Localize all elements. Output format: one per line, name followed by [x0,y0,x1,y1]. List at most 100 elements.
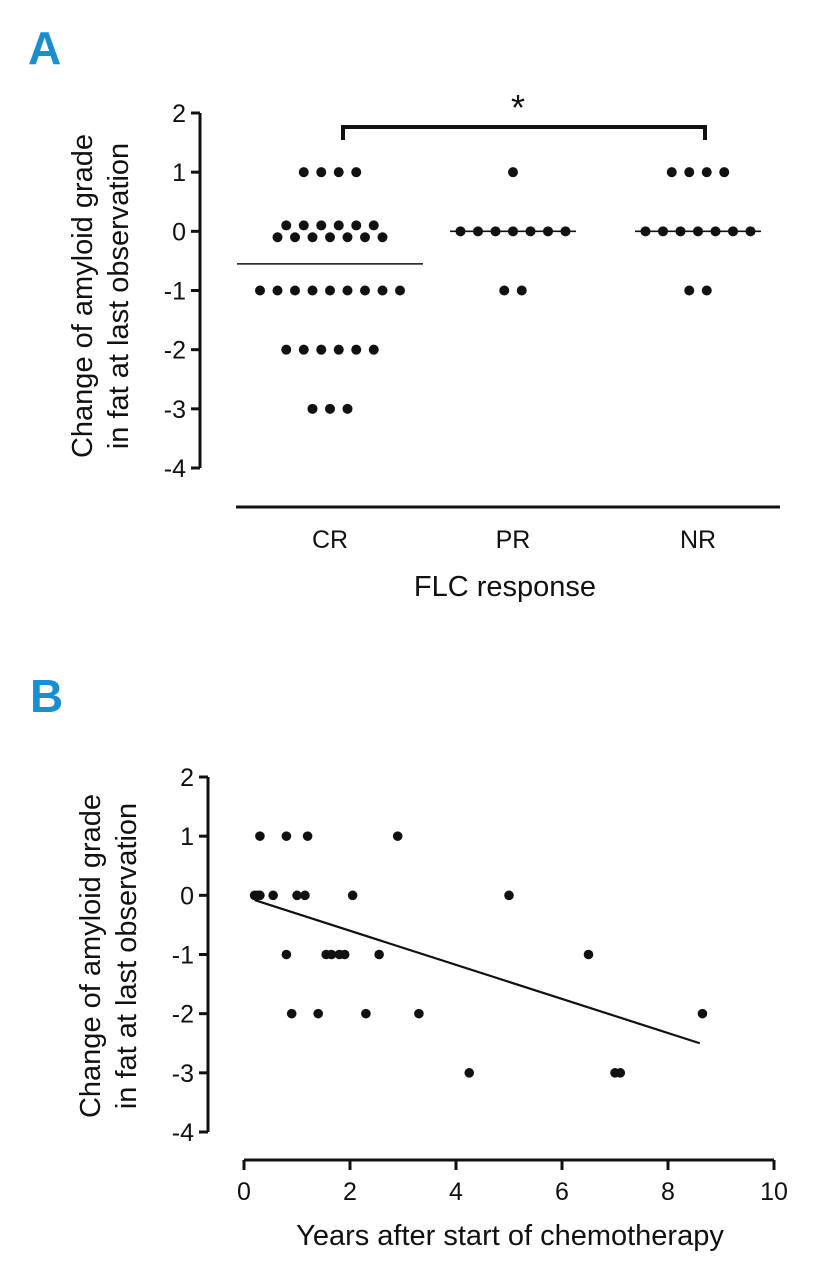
panel-b-ylabel-line1: Change of amyloid grade [75,794,107,1118]
panel-a-y-tick-label: -3 [164,396,186,424]
panel-b-point [347,890,358,901]
panel-b-point [697,1008,708,1019]
panel-a-dot [701,285,712,296]
panel-a-x-tick-label: PR [496,526,531,554]
panel-a-dot [272,232,283,243]
panel-a-dot [342,232,353,243]
panel-a-dot [325,232,335,243]
panel-b-y-tick-label: -1 [172,942,194,970]
panel-a-y-tick-label: 0 [172,218,186,246]
panel-a-dot [298,344,309,355]
panel-b-point [255,831,265,841]
panel-a-dot [281,344,292,355]
panel-a-dot [325,403,335,414]
panel-b-point [361,1008,371,1019]
panel-a-y-tick-label: -1 [164,278,186,306]
panel-b-point [414,1008,424,1019]
panel-b-x-tick-label: 8 [661,1178,675,1206]
panel-a-dot [684,285,695,296]
panel-b-point [313,1008,324,1019]
panel-a-ylabel-line2: in fat at last observation [103,143,135,449]
panel-b-point [286,1008,297,1019]
panel-a-dot [351,167,362,178]
regression-line [254,899,701,1045]
panel-a-dot [307,403,318,414]
panel-b-y-tick-label: -3 [172,1060,194,1088]
panel-a-y-tick-label: -4 [164,455,186,483]
panel-b-point [615,1068,626,1078]
panel-b-y-tick-label: -4 [172,1119,194,1147]
panel-a-dot [325,285,335,296]
panel-b-point [300,890,310,901]
panel-a-dot [272,285,283,296]
panel-a-plot: 2 1 0 -1 -2 -3 -4 CR PR NR [164,100,780,554]
panel-a-dot [684,167,695,178]
panel-a-ylabel-line1: Change of amyloid grade [67,134,99,458]
panel-a-dot [666,167,677,178]
panel-b-point [504,890,514,901]
panel-a-y-tick-label: 2 [172,100,186,128]
panel-a-dot [368,344,379,355]
panel-a-dot [377,232,388,243]
significance-star: * [511,87,525,128]
panel-b-point [326,949,337,960]
panel-a-dot [719,167,730,178]
panel-a-dot [298,167,309,178]
panel-b-point [255,890,265,901]
panel-a-dot [351,220,362,231]
panel-b-xlabel: Years after start of chemotherapy [296,1220,724,1252]
panel-a-dot [516,285,527,296]
panel-b-point [292,890,302,901]
panel-a-dot [333,220,344,231]
panel-a-dot [333,167,344,178]
panel-a-dot [395,285,405,296]
panel-b-x-tick-label: 6 [555,1178,569,1206]
panel-b-letter: B [30,670,63,722]
panel-a-dot [316,167,327,178]
panel-a-dot [499,285,510,296]
panel-b-x-tick-label: 4 [449,1178,463,1206]
panel-a-dot [316,220,327,231]
panel-a-dot [333,344,344,355]
panel-a-dot [342,285,353,296]
panel-b-x-tick-label: 10 [760,1178,788,1206]
panel-a-xlabel: FLC response [414,571,596,603]
panel-a-dot [508,167,518,178]
panel-b-ylabel-line2: in fat at last observation [111,803,143,1109]
panel-b-x-tick-label: 0 [237,1178,251,1206]
panel-b-y-tick-label: 2 [180,764,194,792]
panel-a-dot [255,285,265,296]
panel-a-x-tick-label: NR [680,526,716,554]
panel-b-y-tick-label: 1 [180,823,194,851]
panel-a-dot [290,285,300,296]
panel-b-point [281,831,292,841]
panel-a-dot [307,232,318,243]
significance-bracket [341,125,707,140]
panel-a-dot [701,167,712,178]
panel-b-point [281,949,292,960]
panel-b-point [464,1068,475,1078]
panel-a-dot [368,220,379,231]
panel-b-point [374,949,384,960]
panel-a-letter: A [28,22,61,74]
panel-a-dot [360,285,370,296]
panel-b-point [268,890,278,901]
panel-a-dot [342,403,353,414]
panel-a-dot [281,220,292,231]
panel-b-point [302,831,313,841]
panel-b-plot: 210-1-2-3-40 2 4 6 8 10 [172,764,788,1206]
panel-a-y-tick-label: 1 [172,159,186,187]
panel-a-dot [351,344,362,355]
panel-b-point [339,949,350,960]
panel-b-x-tick-label: 2 [343,1178,357,1206]
panel-b-point [583,949,594,960]
panel-a-dot [307,285,318,296]
panel-a-x-tick-label: CR [312,526,348,554]
panel-b-y-tick-label: -2 [172,1001,194,1029]
panel-b-y-tick-label: 0 [180,882,194,910]
panel-a-dot [360,232,370,243]
panel-a-dot [298,220,309,231]
panel-a-y-tick-label: -2 [164,337,186,365]
panel-a-dot [290,232,300,243]
